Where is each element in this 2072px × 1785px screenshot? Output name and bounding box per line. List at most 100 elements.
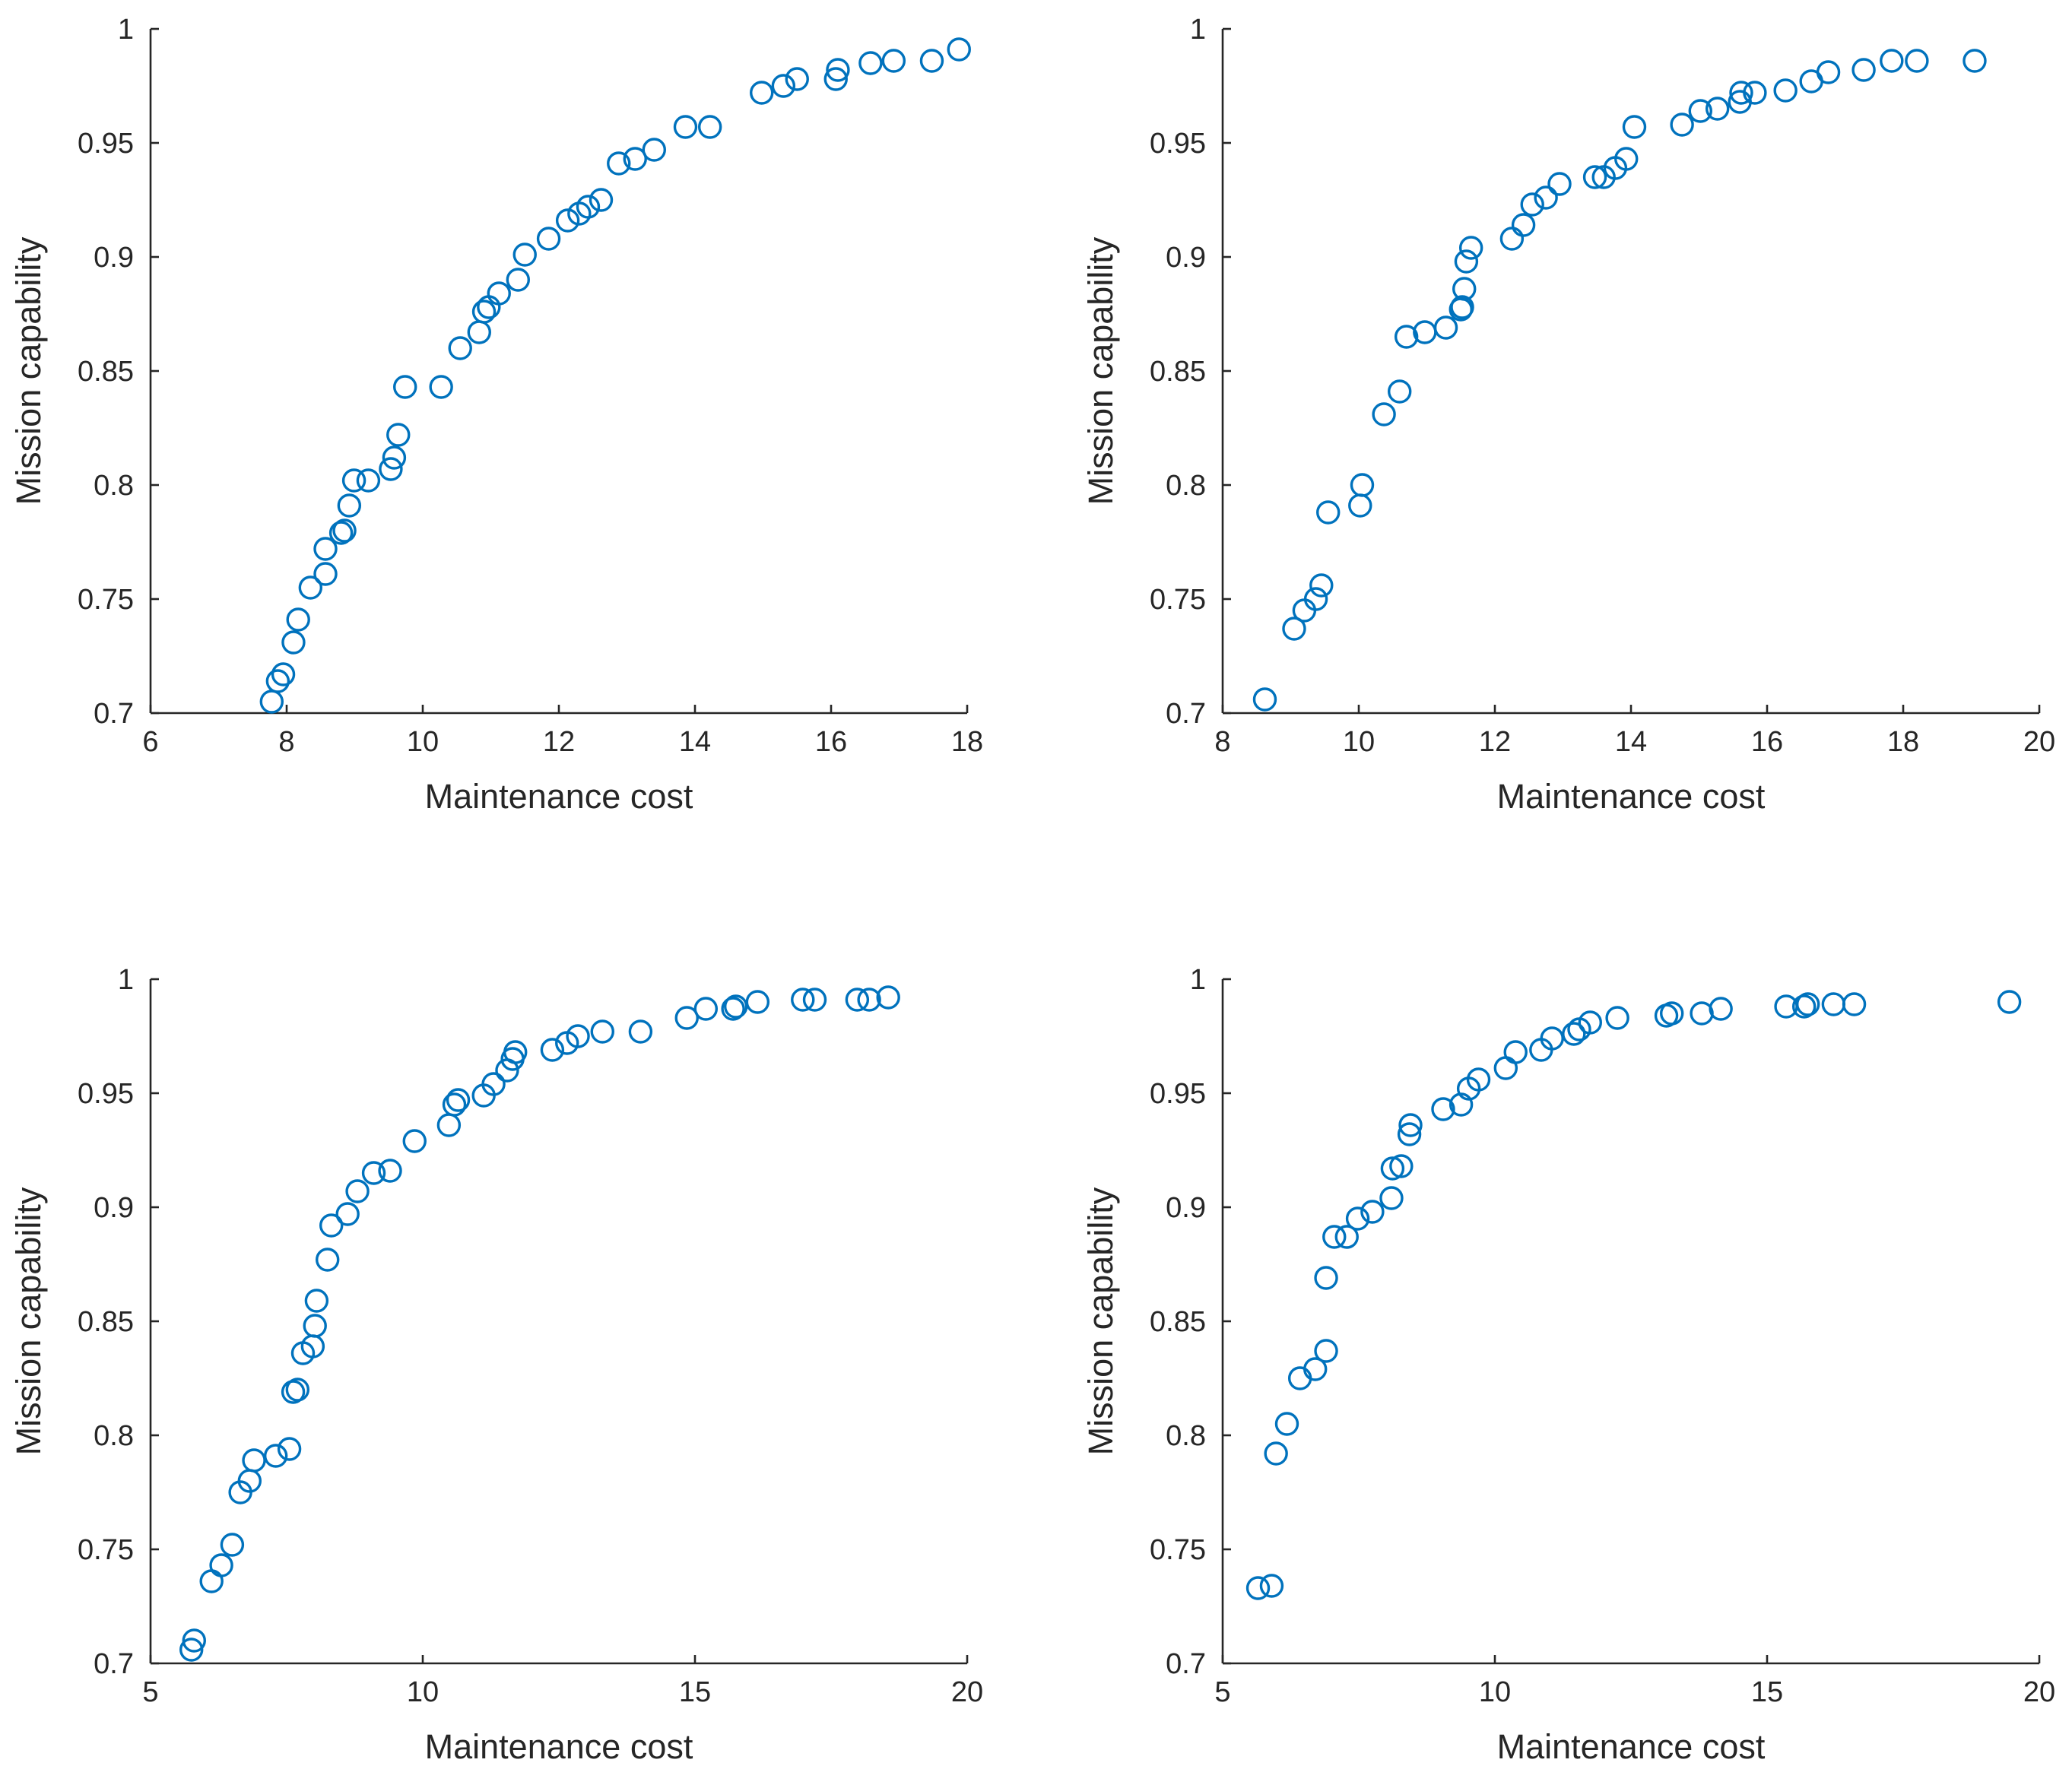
- data-point: [857, 988, 881, 1012]
- data-point: [1454, 249, 1479, 274]
- x-tick-label: 20: [2023, 1676, 2055, 1708]
- data-point: [1466, 1067, 1491, 1092]
- data-point: [1688, 99, 1712, 123]
- data-point: [1842, 992, 1867, 1016]
- data-point: [1345, 1206, 1370, 1231]
- data-point: [265, 669, 290, 693]
- data-point: [1458, 236, 1483, 260]
- data-point: [589, 188, 614, 212]
- data-point: [1322, 1225, 1347, 1249]
- x-tick-label: 12: [543, 726, 575, 758]
- data-point: [1282, 617, 1306, 641]
- x-axis-label: Maintenance cost: [425, 777, 693, 816]
- data-point: [791, 988, 815, 1012]
- data-point: [448, 336, 472, 360]
- data-point: [1309, 573, 1334, 598]
- data-point: [242, 1448, 266, 1473]
- data-point: [1245, 1576, 1271, 1600]
- data-point: [623, 147, 647, 171]
- y-tick-label: 1: [1190, 14, 1206, 46]
- data-point: [1499, 227, 1525, 251]
- data-point: [1851, 58, 1876, 82]
- data-point: [1314, 1339, 1338, 1363]
- data-point: [335, 1202, 360, 1226]
- data-point: [721, 997, 745, 1021]
- x-tick-label: 10: [1343, 726, 1375, 758]
- data-point: [328, 521, 354, 545]
- data-point: [536, 227, 561, 251]
- y-tick-label: 0.75: [1150, 584, 1206, 616]
- y-tick-label: 0.8: [94, 1420, 134, 1452]
- y-tick-label: 0.95: [1150, 1078, 1206, 1110]
- data-point: [286, 607, 310, 632]
- y-tick-label: 0.75: [78, 1534, 134, 1566]
- x-tick-label: 20: [951, 1676, 983, 1708]
- data-point: [481, 1072, 506, 1096]
- data-point: [590, 1019, 614, 1044]
- data-point: [673, 115, 698, 139]
- data-point: [1334, 1225, 1359, 1249]
- data-point: [540, 1038, 565, 1062]
- data-point: [826, 58, 850, 82]
- y-tick-label: 0.7: [94, 698, 134, 730]
- data-point: [1274, 1412, 1299, 1436]
- x-tick-label: 14: [1615, 726, 1647, 758]
- x-tick-label: 8: [278, 726, 294, 758]
- x-tick-label: 12: [1479, 726, 1511, 758]
- data-point: [281, 630, 306, 655]
- chart-bottom-right: 5 10 15 20 0.7 0.75 0.8 0.85 0.9 0.95 1 Maintenance…: [1081, 964, 2055, 1766]
- data-point: [1316, 500, 1341, 525]
- data-point: [337, 493, 362, 518]
- data-point: [209, 1553, 233, 1577]
- y-tick-label: 0.9: [1166, 1192, 1206, 1224]
- data-point: [263, 1444, 288, 1468]
- y-tick-label: 0.75: [78, 584, 134, 616]
- x-tick-label: 8: [1214, 726, 1230, 758]
- data-point: [1398, 1113, 1423, 1137]
- data-point: [1360, 1200, 1385, 1224]
- data-point: [1379, 1186, 1404, 1210]
- data-point: [277, 1437, 302, 1461]
- x-tick-label: 10: [407, 1676, 439, 1708]
- data-point: [429, 375, 453, 399]
- data-point: [332, 518, 357, 543]
- data-point: [1380, 1156, 1405, 1181]
- data-point: [1795, 992, 1820, 1016]
- chart-top-left: 6 8 10 12 14 16 18 0.7 0.75 0.8 0.85 0.9 0.95 1 Mainte…: [9, 14, 983, 816]
- data-point: [1709, 997, 1733, 1021]
- data-point: [607, 151, 631, 176]
- data-point: [442, 1092, 467, 1117]
- data-point: [1816, 60, 1841, 84]
- x-tick-label: 16: [815, 726, 847, 758]
- data-point: [745, 990, 770, 1014]
- data-point: [386, 423, 411, 447]
- data-point: [771, 74, 796, 98]
- data-point: [1511, 213, 1536, 237]
- y-tick-label: 0.75: [1150, 1534, 1206, 1566]
- data-point: [674, 1006, 699, 1030]
- x-tick-label: 15: [679, 1676, 711, 1708]
- data-point: [785, 67, 809, 91]
- x-tick-label: 10: [1479, 1676, 1511, 1708]
- data-point: [361, 1161, 386, 1185]
- data-point: [1252, 687, 1277, 712]
- data-point: [555, 208, 580, 233]
- x-tick-label: 5: [1214, 1676, 1230, 1708]
- data-point: [642, 138, 666, 162]
- x-axis-label: Maintenance cost: [1497, 777, 1766, 816]
- x-tick-label: 10: [407, 726, 439, 758]
- data-point: [1303, 1357, 1328, 1381]
- data-point: [697, 115, 722, 139]
- data-point: [1397, 1122, 1422, 1146]
- data-point: [1387, 379, 1412, 404]
- data-point: [1452, 277, 1477, 301]
- y-tick-label: 0.7: [94, 1648, 134, 1680]
- data-point: [1880, 49, 1904, 73]
- data-point: [1705, 97, 1730, 121]
- y-tick-label: 0.85: [78, 356, 134, 388]
- x-tick-label: 18: [1887, 726, 1919, 758]
- data-point: [1259, 1574, 1284, 1598]
- y-tick-label: 0.85: [1150, 1306, 1206, 1338]
